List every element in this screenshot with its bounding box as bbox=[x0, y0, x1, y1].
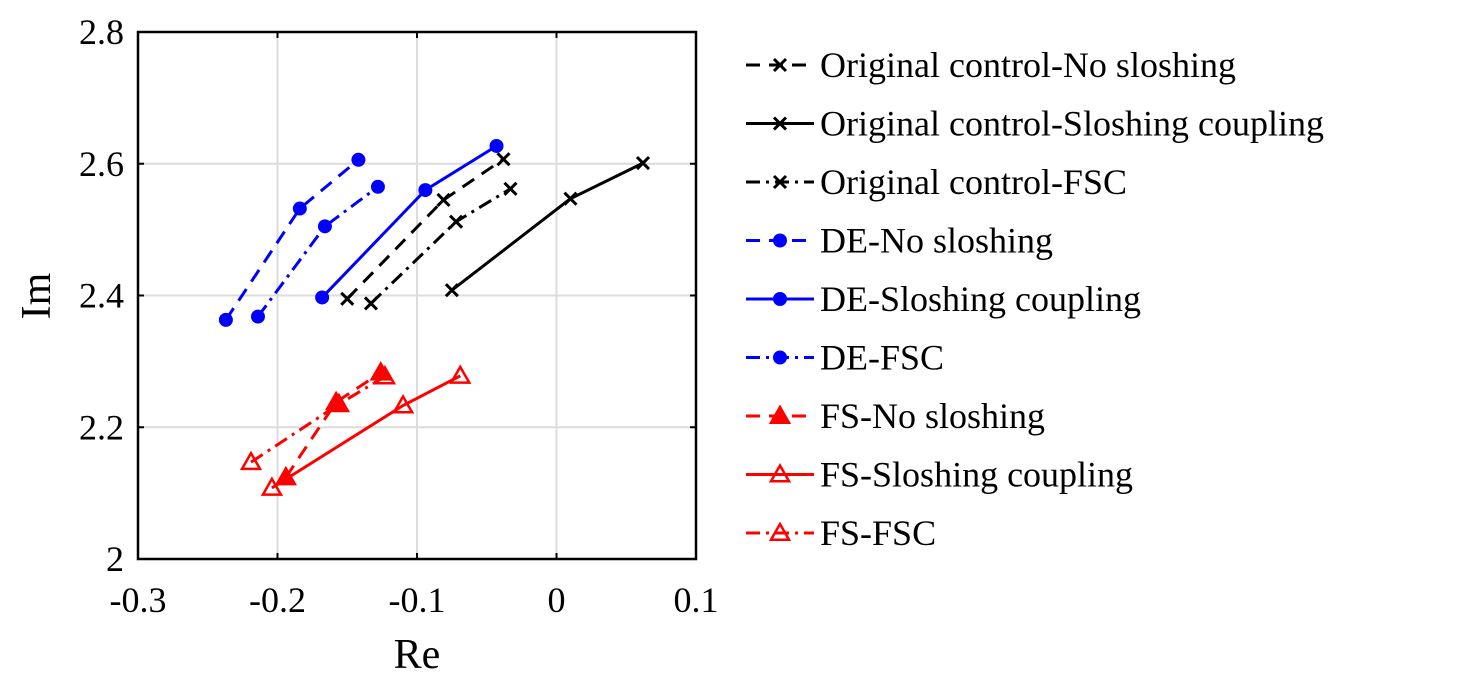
series-2 bbox=[444, 156, 651, 298]
marker-circle bbox=[418, 183, 433, 198]
legend-label: Original control-No sloshing bbox=[820, 45, 1236, 85]
marker-circle bbox=[292, 201, 307, 216]
marker-open-triangle bbox=[768, 462, 792, 483]
x-axis-label: Re bbox=[394, 632, 441, 678]
y-tick-label: 2.8 bbox=[79, 12, 124, 52]
series-line bbox=[271, 374, 461, 490]
marker-x bbox=[772, 57, 788, 73]
legend-entry: Original control-FSC bbox=[746, 162, 1127, 202]
series-1 bbox=[340, 152, 511, 306]
marker-open-triangle bbox=[260, 476, 284, 496]
series-9 bbox=[239, 365, 397, 471]
marker-filled-triangle bbox=[768, 404, 792, 424]
marker-x bbox=[503, 181, 518, 196]
marker-circle bbox=[317, 219, 332, 234]
marker-x bbox=[772, 174, 788, 190]
marker-x bbox=[772, 116, 788, 131]
x-tick-label: 0 bbox=[548, 580, 566, 620]
y-tick-label: 2.6 bbox=[79, 144, 124, 184]
legend-label: DE-FSC bbox=[820, 338, 944, 378]
marker-x bbox=[436, 192, 451, 208]
legend-entry: FS-No sloshing bbox=[746, 396, 1045, 436]
marker-open-triangle bbox=[391, 393, 415, 414]
marker-circle bbox=[370, 179, 385, 194]
marker-circle bbox=[250, 309, 265, 324]
series-line bbox=[450, 161, 644, 292]
series-line bbox=[256, 185, 379, 318]
series-line bbox=[369, 187, 512, 305]
legend-entry: DE-No sloshing bbox=[746, 221, 1053, 261]
marker-circle bbox=[773, 233, 787, 248]
y-axis-label: Im bbox=[14, 272, 60, 319]
y-tick-label: 2 bbox=[106, 539, 124, 579]
series-line bbox=[224, 158, 360, 321]
series-5 bbox=[315, 138, 504, 305]
marker-circle bbox=[315, 290, 330, 305]
marker-circle bbox=[489, 138, 504, 153]
marker-x bbox=[363, 296, 379, 311]
marker-open-triangle bbox=[768, 521, 792, 541]
legend-label: FS-FSC bbox=[820, 513, 936, 553]
axis-ticks: -0.3 -0.2 -0.1 0 0.1 2 2.2 2.4 2.6 2.8 bbox=[79, 12, 719, 620]
y-tick-label: 2.4 bbox=[79, 276, 124, 316]
x-tick-label: 0.1 bbox=[674, 580, 719, 620]
legend-label: Original control-Sloshing coupling bbox=[820, 104, 1324, 144]
legend-label: FS-Sloshing coupling bbox=[820, 455, 1133, 495]
series-8 bbox=[260, 364, 472, 496]
marker-x bbox=[448, 214, 464, 229]
series-line bbox=[346, 157, 505, 300]
legend: Original control-No sloshing Original con… bbox=[746, 45, 1324, 553]
legend-entry: FS-Sloshing coupling bbox=[746, 455, 1133, 495]
marker-circle bbox=[773, 292, 787, 306]
grid bbox=[137, 31, 697, 560]
series-line bbox=[250, 375, 386, 464]
legend-label: DE-No sloshing bbox=[820, 221, 1053, 261]
marker-x bbox=[444, 283, 459, 298]
marker-open-triangle bbox=[239, 450, 263, 471]
legend-entry: Original control-Sloshing coupling bbox=[746, 104, 1324, 144]
marker-x bbox=[635, 156, 651, 171]
series-3 bbox=[363, 181, 518, 311]
marker-open-triangle bbox=[449, 364, 472, 384]
series-layer bbox=[218, 138, 651, 496]
marker-circle bbox=[351, 152, 366, 167]
legend-entry: DE-FSC bbox=[746, 338, 944, 378]
legend-entry: DE-Sloshing coupling bbox=[746, 279, 1141, 319]
x-tick-label: -0.1 bbox=[389, 580, 446, 620]
series-6 bbox=[250, 179, 385, 324]
marker-open-triangle bbox=[327, 392, 351, 413]
marker-circle bbox=[773, 350, 787, 365]
legend-label: FS-No sloshing bbox=[820, 396, 1045, 436]
marker-x bbox=[563, 191, 578, 206]
marker-circle bbox=[218, 312, 233, 327]
y-tick-label: 2.2 bbox=[79, 407, 124, 447]
legend-entry: Original control-No sloshing bbox=[746, 45, 1236, 85]
legend-entry: FS-FSC bbox=[746, 513, 936, 553]
x-tick-label: -0.2 bbox=[249, 580, 306, 620]
series-4 bbox=[218, 152, 366, 327]
x-tick-label: -0.3 bbox=[110, 580, 167, 620]
marker-x bbox=[496, 152, 511, 167]
marker-x bbox=[340, 291, 355, 306]
legend-label: Original control-FSC bbox=[820, 162, 1127, 202]
marker-open-triangle bbox=[373, 365, 397, 385]
series-line bbox=[284, 371, 382, 479]
legend-label: DE-Sloshing coupling bbox=[820, 279, 1141, 319]
